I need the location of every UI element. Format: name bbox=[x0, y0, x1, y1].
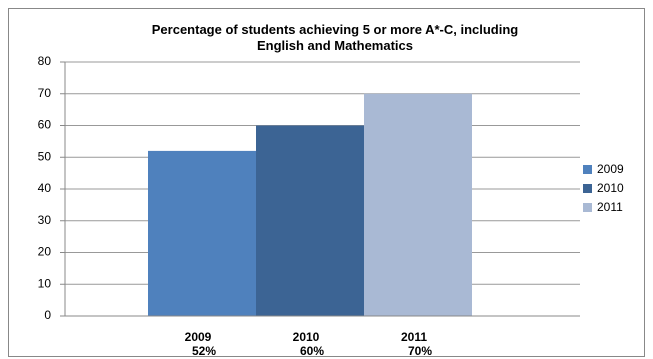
y-tick-label: 40 bbox=[38, 181, 52, 195]
y-tick-label: 10 bbox=[38, 276, 52, 290]
value-label: 60% bbox=[300, 344, 324, 358]
y-tick-label: 60 bbox=[38, 118, 52, 132]
chart-title: Percentage of students achieving 5 or mo… bbox=[151, 22, 519, 53]
y-tick-label: 30 bbox=[38, 213, 52, 227]
y-tick-label: 20 bbox=[38, 245, 52, 259]
x-tick-label: 2009 bbox=[185, 330, 212, 344]
bar bbox=[364, 93, 472, 316]
bar bbox=[256, 125, 364, 316]
legend-label: 2010 bbox=[597, 181, 624, 195]
y-tick-label: 70 bbox=[38, 86, 52, 100]
legend-label: 2009 bbox=[597, 162, 624, 176]
x-tick-label: 2011 bbox=[401, 330, 427, 344]
value-label: 52% bbox=[192, 344, 216, 358]
legend-label: 2011 bbox=[597, 200, 623, 214]
legend-swatch bbox=[583, 165, 592, 174]
y-tick-label: 80 bbox=[38, 54, 52, 68]
legend-swatch bbox=[583, 184, 592, 193]
value-label: 70% bbox=[408, 344, 432, 358]
legend-swatch bbox=[583, 203, 592, 212]
bar bbox=[148, 150, 256, 316]
y-tick-label: 50 bbox=[38, 149, 52, 163]
y-tick-label: 0 bbox=[44, 308, 51, 322]
x-tick-label: 2010 bbox=[293, 330, 320, 344]
